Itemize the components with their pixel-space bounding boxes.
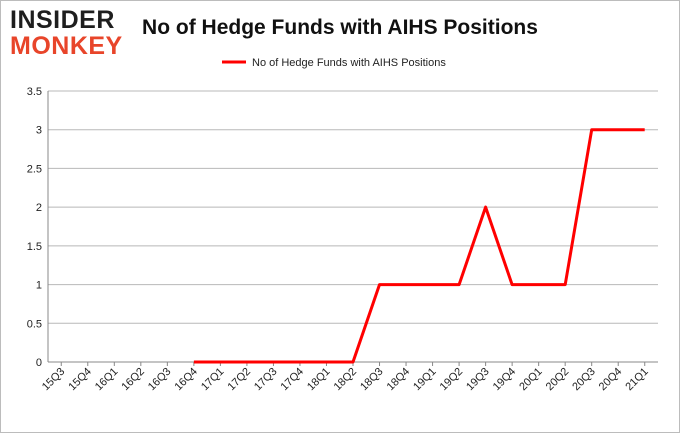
x-tick-label: 18Q3 [358,366,386,394]
x-tick-label: 19Q3 [464,366,492,394]
x-tick-label: 16Q4 [172,366,200,394]
y-tick-label: 0 [36,357,42,369]
y-tick-label: 1 [36,280,42,292]
x-tick-label: 17Q1 [199,366,227,394]
chart-title: No of Hedge Funds with AIHS Positions [142,16,538,39]
x-tick-label: 17Q4 [279,366,307,394]
legend-label: No of Hedge Funds with AIHS Positions [252,57,446,69]
y-tick-label: 2 [36,202,42,214]
y-tick-label: 1.5 [27,241,42,253]
x-tick-label: 17Q2 [226,366,254,394]
y-tick-label: 3 [36,125,42,137]
x-tick-label: 18Q2 [332,366,360,394]
insider-monkey-logo: INSIDER MONKEY [10,8,128,59]
x-tick-label: 18Q4 [385,366,413,394]
x-tick-label: 20Q3 [570,366,598,394]
logo-line-2: MONKEY [10,32,123,60]
x-tick-label: 16Q3 [146,366,174,394]
x-tick-label: 17Q3 [252,366,280,394]
x-tick-label: 20Q2 [544,366,572,394]
x-tick-label: 16Q1 [93,366,121,394]
x-tick-label: 18Q1 [305,366,333,394]
x-tick-label: 20Q4 [597,366,625,394]
logo-line-1: INSIDER [10,6,115,34]
y-tick-label: 0.5 [27,318,42,330]
x-tick-label: 19Q4 [491,366,519,394]
x-tick-label: 21Q1 [623,366,651,394]
y-tick-label: 2.5 [27,163,42,175]
y-tick-label: 3.5 [27,86,42,98]
x-tick-label: 20Q1 [517,366,545,394]
x-tick-label: 19Q1 [411,366,439,394]
series-line [193,128,645,364]
x-tick-label: 15Q4 [66,366,94,394]
x-tick-label: 16Q2 [119,366,147,394]
x-tick-label: 19Q2 [438,366,466,394]
x-tick-label: 15Q3 [40,366,68,394]
